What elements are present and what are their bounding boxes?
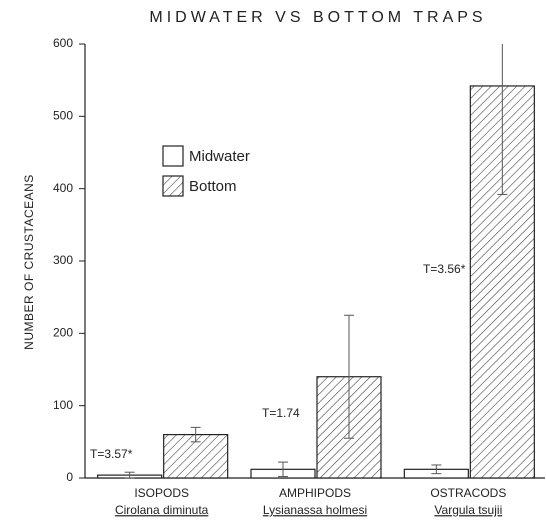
x-tick-label: AMPHIPODS	[279, 486, 351, 500]
legend-swatch	[162, 175, 184, 197]
legend-swatch	[162, 145, 184, 167]
y-tick-label: 600	[53, 36, 73, 50]
y-tick-label: 500	[53, 109, 73, 123]
species-label: Cirolana diminuta	[115, 503, 209, 517]
y-tick-label: 0	[66, 470, 73, 484]
chart-title: MIDWATER VS BOTTOM TRAPS	[149, 9, 486, 26]
y-axis-label: NUMBER OF CRUSTACEANS	[22, 174, 36, 350]
error-bar	[497, 44, 508, 195]
x-tick-label: OSTRACODS	[430, 486, 506, 500]
error-bar	[278, 461, 288, 478]
annotation: T=3.56*	[423, 262, 466, 276]
x-tick-label: ISOPODS	[134, 486, 189, 500]
error-bar	[344, 314, 354, 439]
annotation: T=3.57*	[90, 447, 133, 461]
error-bar	[124, 471, 135, 479]
y-tick-label: 200	[53, 326, 73, 340]
y-tick-label: 300	[53, 253, 73, 267]
species-label: Lysianassa holmesi	[263, 503, 367, 517]
y-tick-label: 100	[53, 398, 73, 412]
legend-label: Midwater	[189, 148, 250, 165]
error-bar	[431, 464, 442, 475]
species-label: Vargula tsujii	[434, 503, 502, 517]
plot-area	[97, 44, 535, 479]
y-tick-label: 400	[53, 181, 73, 195]
annotation: T=1.74	[262, 406, 300, 420]
legend-label: Bottom	[189, 178, 237, 195]
error-bar	[190, 426, 201, 443]
